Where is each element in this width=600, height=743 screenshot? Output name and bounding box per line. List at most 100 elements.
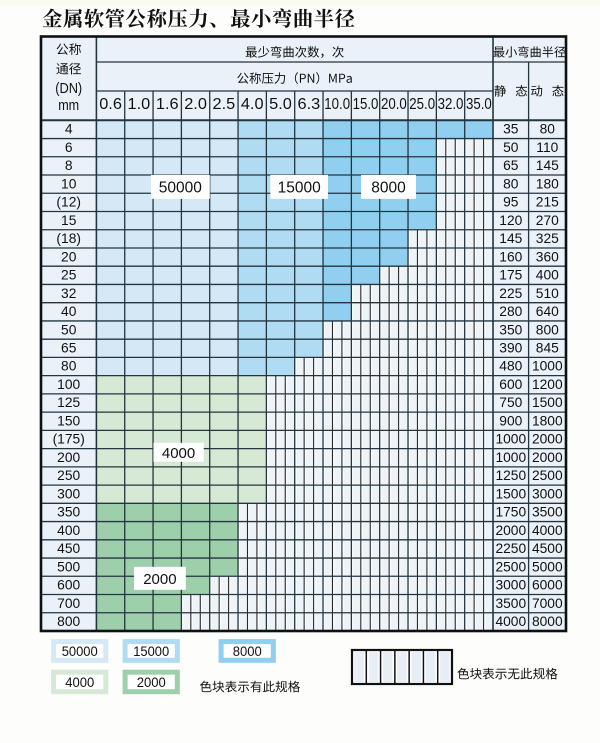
svg-text:50000: 50000 xyxy=(159,180,202,197)
svg-text:0.6: 0.6 xyxy=(99,96,122,113)
svg-text:120: 120 xyxy=(499,213,522,228)
svg-text:(175): (175) xyxy=(53,432,85,447)
svg-text:750: 750 xyxy=(499,395,522,410)
svg-text:350: 350 xyxy=(499,322,522,337)
svg-text:1250: 1250 xyxy=(495,468,526,483)
svg-text:390: 390 xyxy=(499,340,522,355)
svg-text:800: 800 xyxy=(536,322,559,337)
svg-text:8000: 8000 xyxy=(233,644,262,660)
svg-text:500: 500 xyxy=(57,559,80,574)
svg-text:2500: 2500 xyxy=(532,468,563,483)
svg-text:400: 400 xyxy=(57,523,80,538)
svg-text:100: 100 xyxy=(57,377,80,392)
svg-text:10: 10 xyxy=(61,176,77,191)
svg-text:25.0: 25.0 xyxy=(409,96,435,113)
svg-text:1.0: 1.0 xyxy=(128,96,151,113)
svg-text:50: 50 xyxy=(503,140,519,155)
svg-text:145: 145 xyxy=(536,158,559,173)
svg-text:32.0: 32.0 xyxy=(438,96,464,113)
svg-text:65: 65 xyxy=(61,340,77,355)
svg-text:50: 50 xyxy=(61,322,77,337)
svg-text:145: 145 xyxy=(499,231,522,246)
svg-text:3500: 3500 xyxy=(532,505,563,520)
svg-text:25: 25 xyxy=(61,268,77,283)
svg-text:95: 95 xyxy=(503,195,519,210)
svg-text:175: 175 xyxy=(499,268,522,283)
svg-text:50000: 50000 xyxy=(62,644,98,660)
svg-text:20.0: 20.0 xyxy=(381,96,407,113)
svg-text:4000: 4000 xyxy=(532,523,563,538)
svg-text:32: 32 xyxy=(61,286,76,301)
svg-text:4.0: 4.0 xyxy=(241,96,264,113)
svg-text:mm: mm xyxy=(58,98,79,114)
svg-text:1800: 1800 xyxy=(532,413,563,428)
svg-text:80: 80 xyxy=(503,176,519,191)
svg-text:4000: 4000 xyxy=(495,614,526,629)
svg-text:450: 450 xyxy=(57,541,80,556)
svg-text:15000: 15000 xyxy=(133,644,169,660)
svg-text:400: 400 xyxy=(536,268,559,283)
svg-text:180: 180 xyxy=(536,176,559,191)
svg-text:215: 215 xyxy=(536,195,559,210)
svg-text:1200: 1200 xyxy=(532,377,563,392)
svg-text:(12): (12) xyxy=(56,195,81,210)
svg-text:6: 6 xyxy=(65,140,73,155)
svg-text:350: 350 xyxy=(57,505,80,520)
svg-text:7000: 7000 xyxy=(532,596,563,611)
svg-text:2000: 2000 xyxy=(495,523,526,538)
svg-text:2.5: 2.5 xyxy=(213,96,236,113)
svg-text:150: 150 xyxy=(57,413,80,428)
svg-text:1.6: 1.6 xyxy=(156,96,179,113)
svg-text:15: 15 xyxy=(61,213,77,228)
svg-text:300: 300 xyxy=(57,486,80,501)
svg-text:700: 700 xyxy=(57,596,80,611)
svg-text:4500: 4500 xyxy=(532,541,563,556)
svg-text:2000: 2000 xyxy=(137,675,166,691)
svg-text:3500: 3500 xyxy=(495,596,526,611)
svg-text:1750: 1750 xyxy=(495,505,526,520)
svg-text:(DN): (DN) xyxy=(55,80,82,97)
svg-text:(18): (18) xyxy=(56,231,81,246)
svg-text:640: 640 xyxy=(536,304,559,319)
svg-text:80: 80 xyxy=(61,359,77,374)
svg-text:510: 510 xyxy=(536,286,559,301)
svg-text:35.0: 35.0 xyxy=(466,96,492,113)
svg-text:8000: 8000 xyxy=(532,614,563,629)
svg-text:20: 20 xyxy=(61,249,77,264)
svg-text:2500: 2500 xyxy=(495,559,526,574)
svg-text:2.0: 2.0 xyxy=(184,96,207,113)
svg-text:15000: 15000 xyxy=(278,180,321,197)
svg-text:4000: 4000 xyxy=(162,445,195,462)
svg-text:3000: 3000 xyxy=(495,578,526,593)
svg-text:35: 35 xyxy=(503,122,519,137)
svg-text:5000: 5000 xyxy=(532,559,563,574)
svg-text:2000: 2000 xyxy=(143,571,176,588)
svg-text:1500: 1500 xyxy=(532,395,563,410)
svg-text:5.0: 5.0 xyxy=(269,96,292,113)
svg-text:225: 225 xyxy=(499,286,522,301)
svg-text:600: 600 xyxy=(499,377,522,392)
svg-text:2250: 2250 xyxy=(495,541,526,556)
svg-text:1500: 1500 xyxy=(495,486,526,501)
svg-text:160: 160 xyxy=(499,249,522,264)
svg-text:80: 80 xyxy=(540,122,556,137)
svg-text:1000: 1000 xyxy=(495,450,526,465)
svg-text:1000: 1000 xyxy=(532,359,563,374)
svg-text:2000: 2000 xyxy=(532,450,563,465)
svg-text:110: 110 xyxy=(536,140,558,155)
svg-text:4: 4 xyxy=(65,122,73,137)
svg-text:325: 325 xyxy=(536,231,559,246)
svg-text:6000: 6000 xyxy=(532,578,563,593)
svg-text:8: 8 xyxy=(65,158,73,173)
svg-text:250: 250 xyxy=(57,468,80,483)
svg-text:600: 600 xyxy=(57,578,80,593)
svg-text:15.0: 15.0 xyxy=(353,96,379,113)
svg-text:480: 480 xyxy=(499,359,522,374)
svg-text:1000: 1000 xyxy=(495,432,526,447)
svg-text:3000: 3000 xyxy=(532,486,563,501)
svg-text:200: 200 xyxy=(57,450,80,465)
svg-text:125: 125 xyxy=(57,395,80,410)
svg-text:4000: 4000 xyxy=(65,675,94,691)
svg-text:845: 845 xyxy=(536,340,559,355)
svg-text:270: 270 xyxy=(536,213,559,228)
